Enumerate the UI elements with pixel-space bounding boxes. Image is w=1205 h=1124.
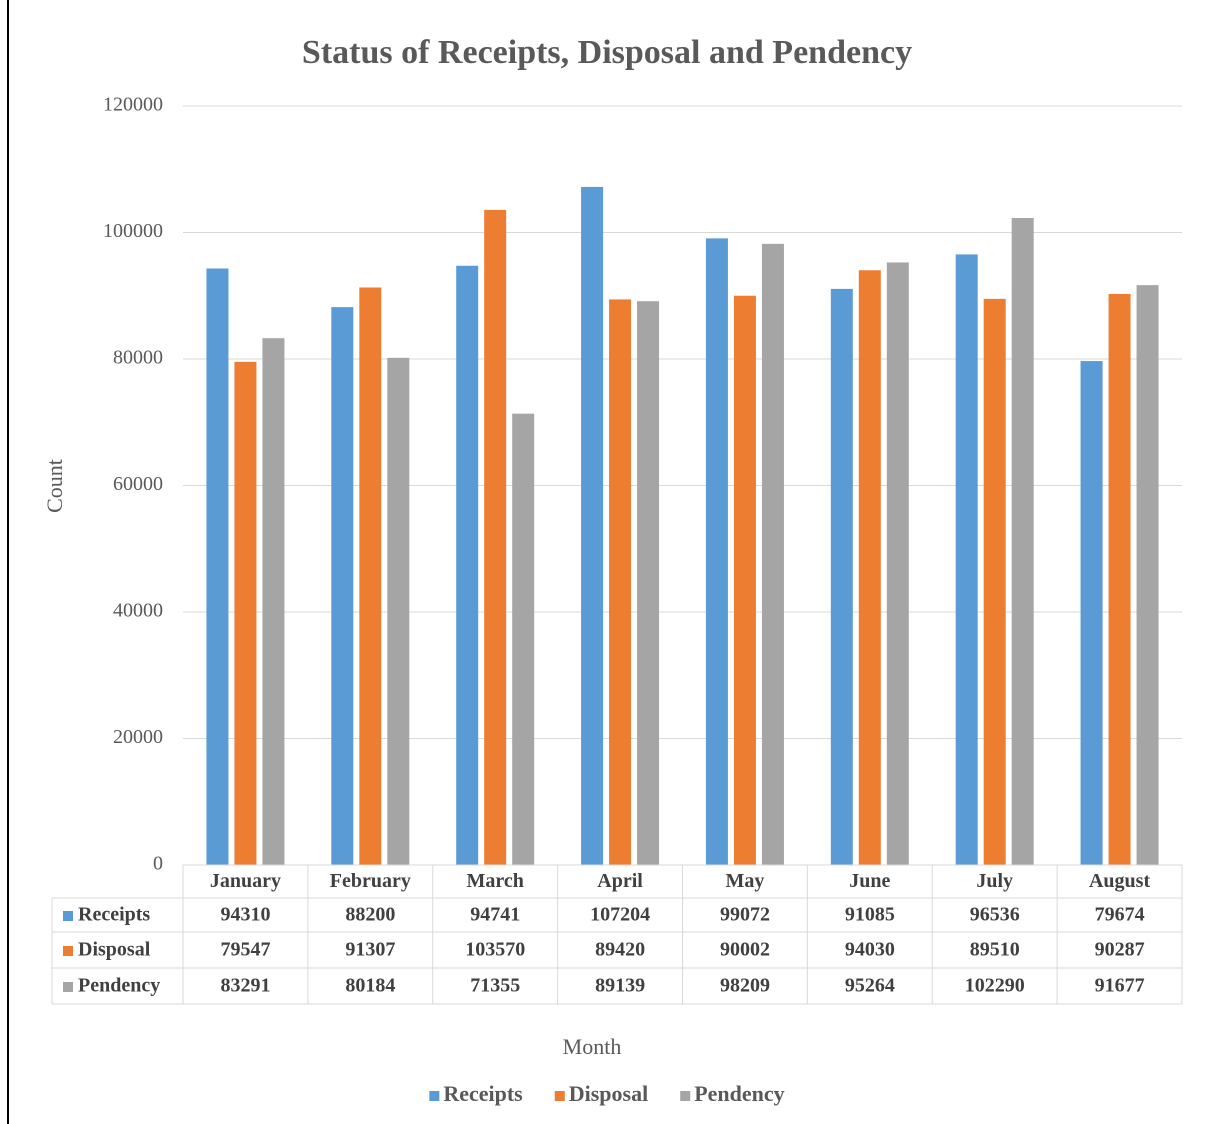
legend-key [680, 1091, 691, 1101]
table-cell: 91307 [345, 939, 395, 961]
x-tick-label: January [210, 870, 281, 892]
y-tick-label: 40000 [113, 600, 163, 622]
bar [705, 238, 728, 865]
table-cell: 96536 [970, 904, 1020, 926]
legend-label: Disposal [569, 1081, 648, 1106]
bar [886, 262, 909, 865]
table-cell: 107204 [590, 904, 650, 926]
table-cell: 102290 [965, 975, 1025, 997]
table-cell: 88200 [345, 904, 395, 926]
bar [858, 270, 881, 865]
bar [359, 287, 382, 865]
y-tick-label: 60000 [113, 473, 163, 495]
bar [983, 298, 1006, 865]
bar [1080, 361, 1103, 865]
bar [206, 268, 229, 865]
bar [387, 357, 410, 865]
table-cell: 71355 [470, 975, 520, 997]
bar [1011, 218, 1034, 865]
bar [484, 209, 507, 866]
table-cell: 80184 [345, 975, 395, 997]
table-cell: 94030 [845, 939, 895, 961]
table-cell: 89510 [970, 939, 1020, 961]
bar [609, 299, 632, 866]
bar [1136, 285, 1159, 866]
bar [262, 338, 285, 865]
x-tick-label: April [597, 870, 643, 892]
table-cell: 98209 [720, 975, 770, 997]
table-cell: 89420 [595, 939, 645, 961]
x-tick-label: February [330, 870, 411, 892]
table-cell: 90287 [1095, 939, 1145, 961]
bar [581, 186, 604, 865]
table-cell: 95264 [845, 975, 895, 997]
table-cell: 90002 [720, 939, 770, 961]
x-tick-label: March [466, 870, 523, 892]
table-legend-key [63, 982, 73, 992]
table-row-label: Disposal [78, 939, 151, 961]
x-tick-label: August [1089, 870, 1150, 892]
table-legend-key [63, 911, 73, 921]
table-cell: 91085 [845, 904, 895, 926]
y-tick-label: 100000 [103, 220, 163, 242]
legend-key [429, 1091, 440, 1101]
bar [637, 301, 660, 866]
table-cell: 79547 [220, 939, 270, 961]
table-row-label: Receipts [78, 904, 150, 926]
x-axis-label: Month [563, 1034, 622, 1059]
legend-label: Receipts [443, 1081, 523, 1106]
y-tick-label: 80000 [113, 347, 163, 369]
bar [830, 288, 853, 865]
table-cell: 91677 [1095, 975, 1145, 997]
bar [1108, 293, 1131, 866]
y-axis-label: Count [42, 459, 67, 513]
table-cell: 79674 [1095, 904, 1145, 926]
bar [456, 265, 479, 865]
bar [512, 413, 535, 865]
chart-title: Status of Receipts, Disposal and Pendenc… [302, 34, 912, 71]
y-tick-label: 120000 [103, 94, 163, 116]
table-cell: 83291 [220, 975, 270, 997]
bar [955, 254, 978, 866]
legend-key [554, 1091, 565, 1101]
table-cell: 94741 [470, 904, 520, 926]
y-tick-label: 20000 [113, 726, 163, 748]
legend-label: Pendency [694, 1081, 784, 1106]
table-cell: 89139 [595, 975, 645, 997]
bar [331, 307, 354, 865]
table-cell: 103570 [465, 939, 525, 961]
y-tick-label: 0 [153, 853, 163, 875]
table-legend-key [63, 946, 73, 956]
bar [234, 361, 257, 865]
bar [761, 243, 784, 866]
table-cell: 94310 [220, 904, 270, 926]
table-cell: 99072 [720, 904, 770, 926]
x-tick-label: May [725, 870, 764, 892]
x-tick-label: July [976, 870, 1013, 892]
x-tick-label: June [849, 870, 890, 892]
bar [733, 295, 756, 866]
table-row-label: Pendency [78, 975, 160, 997]
